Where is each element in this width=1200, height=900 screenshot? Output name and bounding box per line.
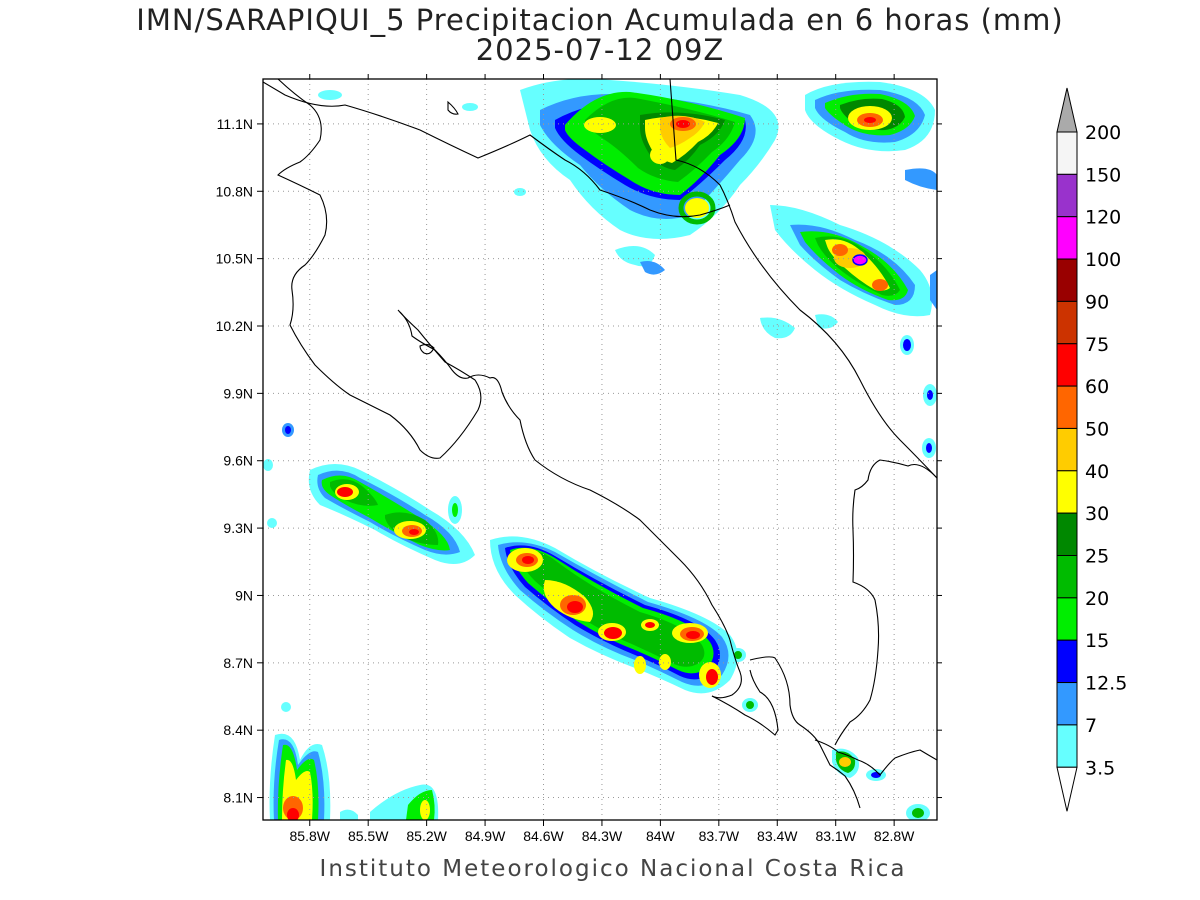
colorbar-swatch <box>1056 470 1078 514</box>
colorbar-under-arrow <box>1056 766 1078 812</box>
y-tick-label: 9.6N <box>223 453 253 469</box>
precip-cell-south <box>281 702 930 820</box>
colorbar-label: 120 <box>1085 207 1121 229</box>
y-tick-label: 8.1N <box>223 790 253 806</box>
x-tick-label: 84.3W <box>582 828 623 844</box>
precip-cell-northeast <box>805 81 937 190</box>
colorbar-label: 200 <box>1085 122 1121 144</box>
x-tick-label: 84W <box>646 828 676 844</box>
colorbar-swatch <box>1056 682 1078 726</box>
colorbar-label: 60 <box>1085 376 1109 398</box>
colorbar-label: 25 <box>1085 546 1109 568</box>
plot-frame <box>262 78 938 821</box>
colorbar-swatch <box>1056 173 1078 218</box>
precip-cell-southwest <box>269 733 439 820</box>
colorbar-legend: 200 150 120 100 90 75 60 50 40 30 25 20 15 12.5 7 3.5 <box>1056 87 1127 812</box>
colorbar-swatch <box>1056 131 1078 175</box>
colorbar-swatch <box>1056 555 1078 599</box>
colorbar-swatch <box>1056 385 1078 429</box>
x-tick-label: 83.1W <box>815 828 856 844</box>
x-tick-label: 83.7W <box>699 828 740 844</box>
precip-band-central-pacific <box>490 536 758 712</box>
precip-band-nicoya <box>263 423 475 564</box>
nicoya-gulf <box>399 311 742 699</box>
precip-cell-north <box>318 79 779 275</box>
colorbar-label: 150 <box>1085 164 1121 186</box>
colorbar-label: 12.5 <box>1085 673 1127 695</box>
colorbar-label: 20 <box>1085 588 1109 610</box>
x-tick-label: 83.4W <box>757 828 798 844</box>
colorbar-swatch <box>1056 343 1078 387</box>
nicoya-island <box>419 343 435 355</box>
x-tick-label: 85.2W <box>406 828 447 844</box>
x-tick-label: 82.8W <box>874 828 915 844</box>
osa-peninsula <box>711 669 779 736</box>
y-tick-label: 10.5N <box>216 251 253 267</box>
y-tick-label: 8.7N <box>223 655 253 671</box>
y-tick-label: 8.4N <box>223 722 253 738</box>
colorbar-label: 75 <box>1085 334 1109 356</box>
colorbar-label: 40 <box>1085 461 1109 483</box>
colorbar-swatch <box>1056 427 1078 472</box>
colorbar-label: 30 <box>1085 503 1109 525</box>
nicaragua-costa-rica-border <box>263 81 731 218</box>
colorbar-swatch <box>1056 724 1078 768</box>
colorbar-swatch <box>1056 597 1078 641</box>
panama-caribbean <box>834 459 937 746</box>
x-axis: 85.8W 85.5W 85.2W 84.9W 84.6W 84.3W 84W 83.7W 83… <box>290 74 915 844</box>
x-tick-label: 84.6W <box>523 828 564 844</box>
colorbar-label: 3.5 <box>1085 757 1115 779</box>
colorbar-label: 15 <box>1085 630 1109 652</box>
nicaragua-pacific-coast <box>277 79 482 459</box>
y-tick-label: 11.1N <box>217 116 253 132</box>
precipitation-field <box>263 79 937 820</box>
colorbar-over-arrow <box>1056 87 1078 133</box>
colorbar-swatch <box>1056 216 1078 260</box>
y-axis: 8.1N 8.4N 8.7N 9N 9.3N 9.6N 9.9N 10.2N 10.5N 10.8… <box>216 116 942 806</box>
colorbar-label: 50 <box>1085 418 1109 440</box>
footer-credit: Instituto Meteorologico Nacional Costa R… <box>319 856 907 882</box>
colorbar-label: 100 <box>1085 249 1121 271</box>
x-tick-label: 85.5W <box>348 828 389 844</box>
precip-cell-caribbean <box>760 205 937 458</box>
panama-border <box>749 656 861 809</box>
x-tick-label: 84.9W <box>465 828 506 844</box>
nicaragua-caribbean-coast <box>669 79 937 479</box>
map-grid <box>263 79 937 820</box>
colorbar-swatch <box>1056 258 1078 302</box>
y-tick-label: 9N <box>235 587 253 603</box>
y-tick-label: 10.2N <box>216 318 253 334</box>
x-tick-label: 85.8W <box>290 828 331 844</box>
chart-subtitle: 2025-07-12 09Z <box>475 33 725 67</box>
y-tick-label: 9.9N <box>223 385 253 401</box>
y-tick-label: 9.3N <box>223 520 253 536</box>
colorbar-label: 7 <box>1085 715 1097 737</box>
colorbar-swatch <box>1056 639 1078 684</box>
colorbar-swatch <box>1056 512 1078 557</box>
panama-coast <box>814 739 937 776</box>
coastlines <box>263 79 937 809</box>
y-tick-label: 10.8N <box>216 183 253 199</box>
chart-title: IMN/SARAPIQUI_5 Precipitacion Acumulada … <box>136 3 1064 37</box>
colorbar-label: 90 <box>1085 291 1109 313</box>
colorbar-swatch <box>1056 300 1078 345</box>
lake-nicaragua-shore <box>447 100 459 115</box>
